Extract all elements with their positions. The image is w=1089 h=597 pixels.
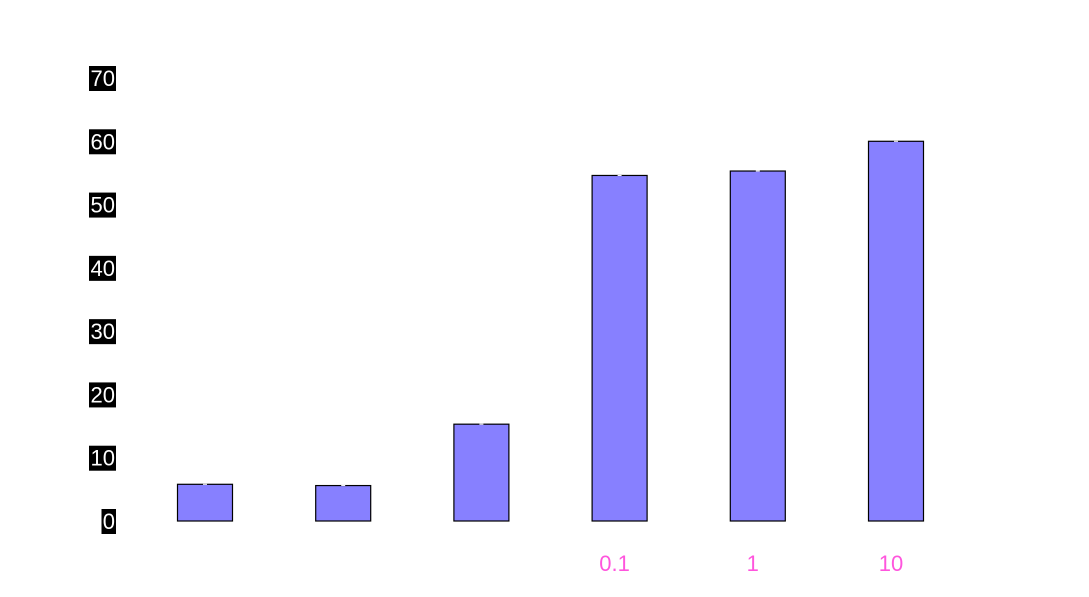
y-tick-label: 20 (89, 382, 116, 408)
y-tick-label-background (89, 445, 116, 471)
y-tick-label-background (89, 129, 116, 155)
y-tick-text: 70 (91, 66, 115, 91)
bar (315, 484, 372, 522)
y-tick-label-background (89, 192, 116, 218)
y-axis-tick-labels: 0 10 20 30 40 50 60 70 (89, 66, 116, 534)
bar (453, 423, 510, 522)
y-tick-label-background (89, 66, 116, 91)
x-tick-label: 10 (879, 551, 903, 576)
bar (176, 483, 234, 522)
y-tick-text: 60 (91, 129, 115, 154)
y-tick-text: 30 (91, 319, 115, 344)
y-tick-label: 30 (89, 319, 116, 345)
y-tick-label-background (89, 382, 116, 408)
y-tick-label-background (89, 255, 116, 281)
y-tick-text: 40 (91, 256, 115, 281)
y-tick-label-background (101, 509, 116, 534)
bar (591, 174, 648, 522)
y-tick-label-background (89, 319, 116, 345)
y-tick-label: 10 (89, 445, 116, 471)
bars (176, 140, 925, 522)
x-tick-label: 1 (747, 551, 759, 576)
x-axis-tick-labels: 0.1 1 10 (599, 551, 903, 576)
bar (867, 140, 925, 522)
x-tick-label: 0.1 (599, 551, 630, 576)
y-tick-text: 50 (91, 193, 115, 218)
y-tick-label: 60 (89, 129, 116, 155)
y-tick-text: 10 (91, 446, 115, 471)
y-tick-label: 40 (89, 255, 116, 281)
y-tick-label: 50 (89, 192, 116, 218)
y-tick-text: 20 (91, 382, 115, 407)
y-tick-text: 0 (103, 509, 115, 534)
y-tick-label: 70 (89, 66, 116, 91)
y-tick-label: 0 (101, 509, 116, 534)
bar (729, 170, 786, 522)
